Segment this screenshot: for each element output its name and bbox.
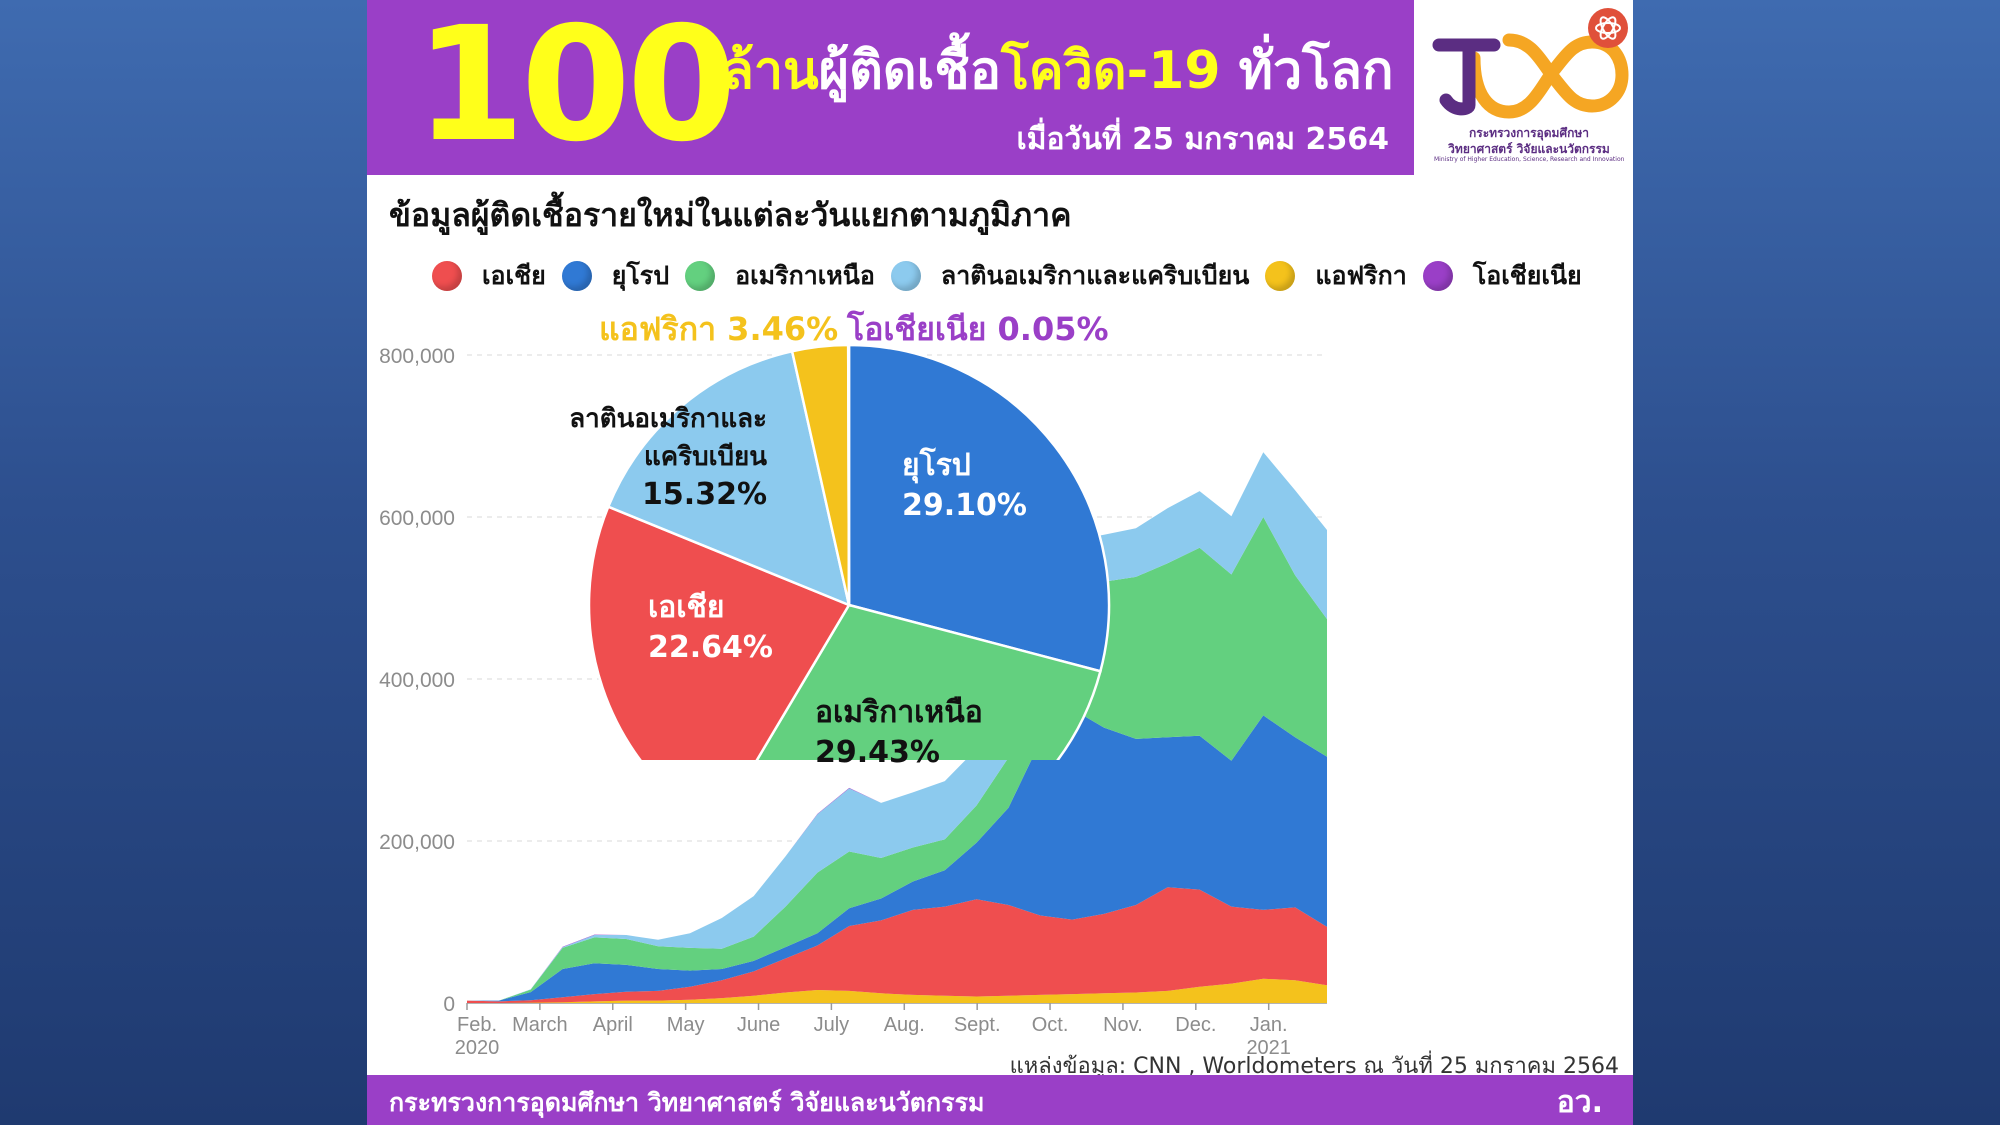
logo-text-line1: กระทรวงการอุดมศึกษา — [1469, 126, 1589, 140]
x-tick-label: March — [512, 1014, 568, 1036]
legend-label-europe: ยุโรป — [611, 261, 670, 290]
chart-legend: เอเชีย ยุโรป อเมริกาเหนือ ลาตินอเมริกาแล… — [432, 254, 1598, 298]
x-tick-label: Dec. — [1175, 1014, 1216, 1036]
logo-text-line3: Ministry of Higher Education, Science, R… — [1434, 156, 1625, 163]
x-tick-label: July — [814, 1014, 850, 1036]
chart-subtitle: ข้อมูลผู้ติดเชื้อรายใหม่ในแต่ละวันแยกตาม… — [389, 196, 1072, 234]
data-source: แหล่งข้อมูล: CNN , Worldometers ณ วันที่… — [1009, 1054, 1619, 1079]
ministry-logo: กระทรวงการอุดมศึกษา วิทยาศาสตร์ วิจัยและ… — [1414, 0, 1633, 175]
legend-dot-africa — [1265, 261, 1296, 291]
area-series — [467, 978, 1327, 1003]
infographic-card: 100 ล้านผู้ติดเชื้อโควิด-19 ทั่วโลก เมื่… — [367, 0, 1633, 1125]
mhesi-logo-icon — [1432, 8, 1629, 119]
x-tick-label: 2020 — [455, 1037, 500, 1059]
pie-slice — [755, 603, 1102, 760]
legend-label-latin-america: ลาตินอเมริกาและแคริบเบียน — [940, 261, 1250, 290]
legend-dot-north-america — [685, 261, 716, 291]
pie-label-latin-america-name2: แคริบเบียน — [643, 442, 767, 472]
x-tick-label: Feb. — [457, 1014, 497, 1036]
footer-abbreviation: อว. — [1556, 1085, 1603, 1120]
legend-dot-asia — [432, 261, 462, 291]
pie-slice — [606, 349, 851, 608]
x-tick-label: Aug. — [884, 1014, 925, 1036]
headline-part-3: โควิด-19 — [1000, 41, 1221, 101]
x-tick-label: Jan. — [1250, 1014, 1288, 1036]
legend-label-africa: แอฟริกา — [1315, 261, 1407, 290]
y-tick-label: 0 — [443, 993, 455, 1016]
legend-item-oceania: โอเชียเนีย — [1422, 256, 1582, 296]
header-banner: 100 ล้านผู้ติดเชื้อโควิด-19 ทั่วโลก เมื่… — [367, 0, 1414, 175]
footer-ministry: กระทรวงการอุดมศึกษา วิทยาศาสตร์ วิจัยและ… — [389, 1088, 985, 1117]
headline-part-4: ทั่วโลก — [1220, 41, 1394, 101]
legend-dot-latin-america — [890, 261, 921, 291]
area-series — [467, 887, 1327, 1003]
pie-chart — [587, 343, 1111, 760]
logo-text-line2: วิทยาศาสตร์ วิจัยและนวัตกรรม — [1448, 142, 1610, 156]
stacked-area-chart: 0 200,000 400,000 600,000 800,000 Feb.2020 Mar… — [379, 345, 1327, 1059]
x-tick-label: Sept. — [954, 1014, 1001, 1036]
area-series — [467, 709, 1327, 1002]
legend-item-africa: แอฟริกา — [1265, 256, 1407, 296]
x-tick-label: April — [593, 1014, 633, 1036]
x-tick-label: May — [667, 1014, 705, 1036]
legend-label-oceania: โอเชียเนีย — [1472, 261, 1582, 290]
pie-slice — [587, 505, 851, 760]
legend-dot-europe — [561, 261, 592, 291]
pie-label-europe: ยุโรป 29.10% — [902, 446, 1027, 526]
legend-label-asia: เอเชีย — [482, 261, 546, 290]
pie-label-asia-value: 22.64% — [648, 630, 773, 665]
x-tick-label: 2021 — [1246, 1037, 1291, 1059]
headline-title: ล้านผู้ติดเชื้อโควิด-19 ทั่วโลก — [722, 36, 1393, 106]
area-series — [467, 452, 1327, 1001]
legend-dot-oceania — [1422, 261, 1453, 291]
pie-label-europe-name: ยุโรป — [902, 448, 971, 483]
pie-callout-oceania: โอเชียเนีย 0.05% — [847, 310, 1109, 348]
legend-label-north-america: อเมริกาเหนือ — [735, 261, 875, 290]
atom-icon — [1588, 8, 1628, 48]
area-series — [467, 517, 1327, 1001]
legend-item-asia: เอเชีย — [432, 256, 546, 296]
x-tick-label: Oct. — [1032, 1014, 1069, 1036]
legend-item-europe: ยุโรป — [561, 256, 670, 296]
y-tick-label: 400,000 — [379, 669, 455, 692]
y-tick-label: 600,000 — [379, 507, 455, 530]
pie-label-latin-america-name1: ลาตินอเมริกาและ — [569, 404, 767, 434]
headline-date: เมื่อวันที่ 25 มกราคม 2564 — [1016, 122, 1390, 157]
x-tick-label: June — [737, 1014, 780, 1036]
pie-label-north-america-name: อเมริกาเหนือ — [815, 695, 983, 730]
footer-bar: กระทรวงการอุดมศึกษา วิทยาศาสตร์ วิจัยและ… — [367, 1075, 1633, 1125]
pie-label-europe-value: 29.10% — [902, 488, 1027, 523]
x-tick-label: Nov. — [1103, 1014, 1143, 1036]
headline-part-2: ผู้ติดเชื้อ — [818, 41, 1001, 101]
y-tick-label: 800,000 — [379, 345, 455, 368]
pie-callout-africa: แอฟริกา 3.46% — [599, 310, 839, 348]
pie-label-asia: เอเชีย 22.64% — [648, 588, 773, 668]
headline-part-1: ล้าน — [722, 41, 819, 101]
pie-label-asia-name: เอเชีย — [648, 590, 725, 625]
pie-label-latin-america: ลาตินอเมริกาและ แคริบเบียน 15.32% — [527, 400, 767, 514]
y-tick-label: 200,000 — [379, 831, 455, 854]
legend-item-latin-america: ลาตินอเมริกาและแคริบเบียน — [890, 256, 1250, 296]
pie-slice — [846, 343, 851, 606]
headline-number: 100 — [415, 0, 737, 177]
legend-item-north-america: อเมริกาเหนือ — [685, 256, 875, 296]
pie-slice — [847, 343, 1111, 673]
pie-label-north-america: อเมริกาเหนือ 29.43% — [815, 693, 983, 773]
pie-label-north-america-value: 29.43% — [815, 735, 940, 770]
pie-label-latin-america-value: 15.32% — [642, 477, 767, 512]
